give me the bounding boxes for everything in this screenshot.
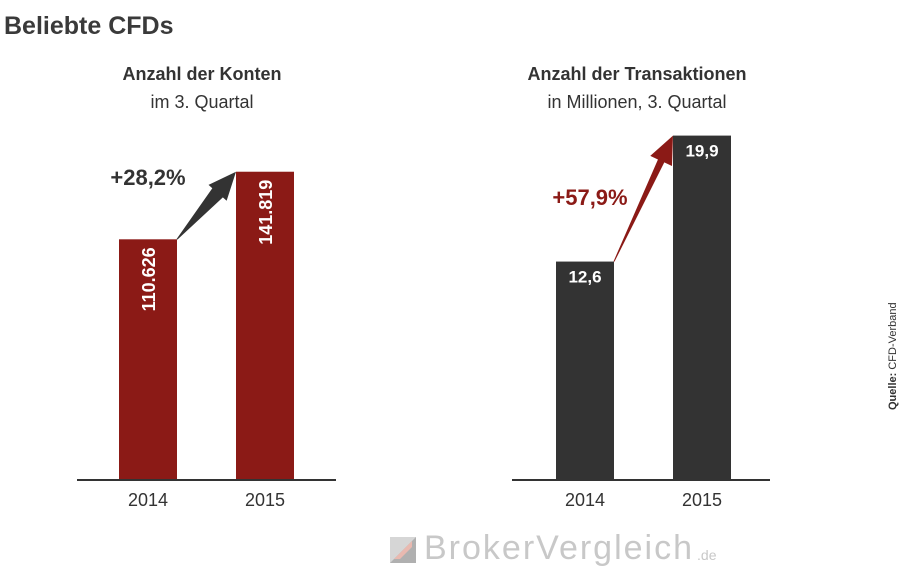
chart-2-change-label: +57,9%: [552, 185, 627, 210]
logo-text: BrokerVergleich: [424, 529, 695, 567]
chart-1-category-label-2014: 2014: [128, 490, 168, 510]
chart-2-value-label-2015: 19,9: [685, 142, 718, 161]
source-label: Quelle:: [887, 372, 899, 410]
chart-2-growth-arrow: [613, 135, 673, 262]
chart-1-value-label-2014: 110.626: [139, 247, 159, 311]
chart-1-change-label: +28,2%: [110, 165, 185, 190]
source-note: Quelle: CFD-Verband: [887, 302, 899, 410]
chart-1-subtitle: im 3. Quartal: [150, 92, 254, 112]
chart-2-bar-2014: [556, 261, 614, 479]
chart-1-category-label-2015: 2015: [245, 490, 285, 510]
source-value: CFD-Verband: [887, 302, 899, 370]
chart-1-title: Anzahl der Konten: [122, 64, 282, 84]
chart-1-value-label-2015: 141.819: [256, 180, 276, 245]
chart-1-bar-2014: [119, 239, 177, 479]
chart-1-bar-2015: [236, 171, 294, 479]
chart-2-subtitle: in Millionen, 3. Quartal: [547, 92, 727, 112]
brand-logo: BrokerVergleich .de: [390, 529, 717, 567]
chart-2-category-label-2015: 2015: [682, 490, 722, 510]
chart-1-growth-arrow: [176, 171, 236, 240]
chart-2-category-label-2014: 2014: [565, 490, 605, 510]
chart-2-value-label-2014: 12,6: [568, 268, 601, 287]
brokervergleich-logo-icon: [390, 537, 416, 563]
chart-2-title: Anzahl der Transaktionen: [527, 64, 747, 84]
logo-suffix: .de: [697, 547, 717, 563]
chart-2-bar-2015: [673, 135, 731, 479]
page-title: Beliebte CFDs: [4, 12, 174, 40]
